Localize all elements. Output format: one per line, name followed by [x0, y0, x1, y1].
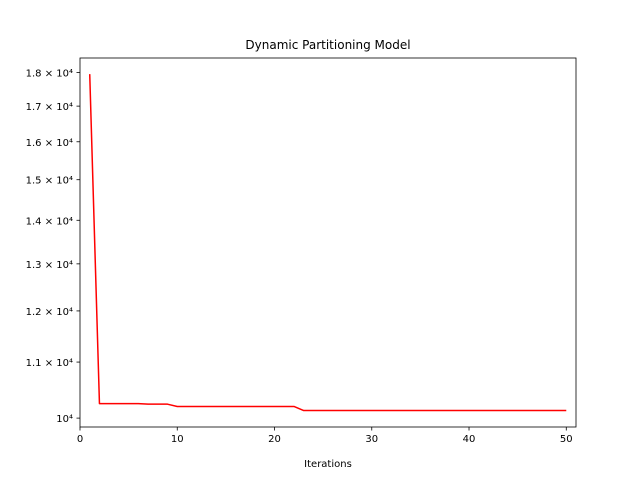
y-tick-label: 1.4 × 10⁴ — [26, 216, 73, 227]
y-tick-label: 1.5 × 10⁴ — [26, 176, 73, 187]
y-tick-label: 1.6 × 10⁴ — [26, 138, 73, 149]
chart-title: Dynamic Partitioning Model — [245, 38, 410, 52]
y-tick-label: 1.7 × 10⁴ — [26, 102, 73, 113]
x-tick-label: 30 — [365, 434, 378, 445]
y-tick-label: 10⁴ — [56, 414, 73, 425]
plot-area: 0 10 20 30 40 50 10⁴ 1.1 × 10⁴ 1.2 × 10⁴ 1.3 × 10… — [26, 57, 577, 445]
x-axis-label: Iterations — [304, 459, 352, 470]
plot-frame — [79, 57, 577, 428]
y-tick-label: 1.8 × 10⁴ — [26, 69, 73, 80]
series-line-0 — [88, 74, 567, 412]
y-tick-label: 1.3 × 10⁴ — [26, 260, 73, 271]
x-tick-label: 0 — [77, 434, 83, 445]
x-tick-label: 20 — [268, 434, 281, 445]
y-tick-label: 1.1 × 10⁴ — [26, 358, 73, 369]
x-tick-label: 10 — [171, 434, 184, 445]
x-tick-label: 40 — [463, 434, 476, 445]
x-tick-label: 50 — [560, 434, 573, 445]
y-tick-label: 1.2 × 10⁴ — [26, 307, 73, 318]
